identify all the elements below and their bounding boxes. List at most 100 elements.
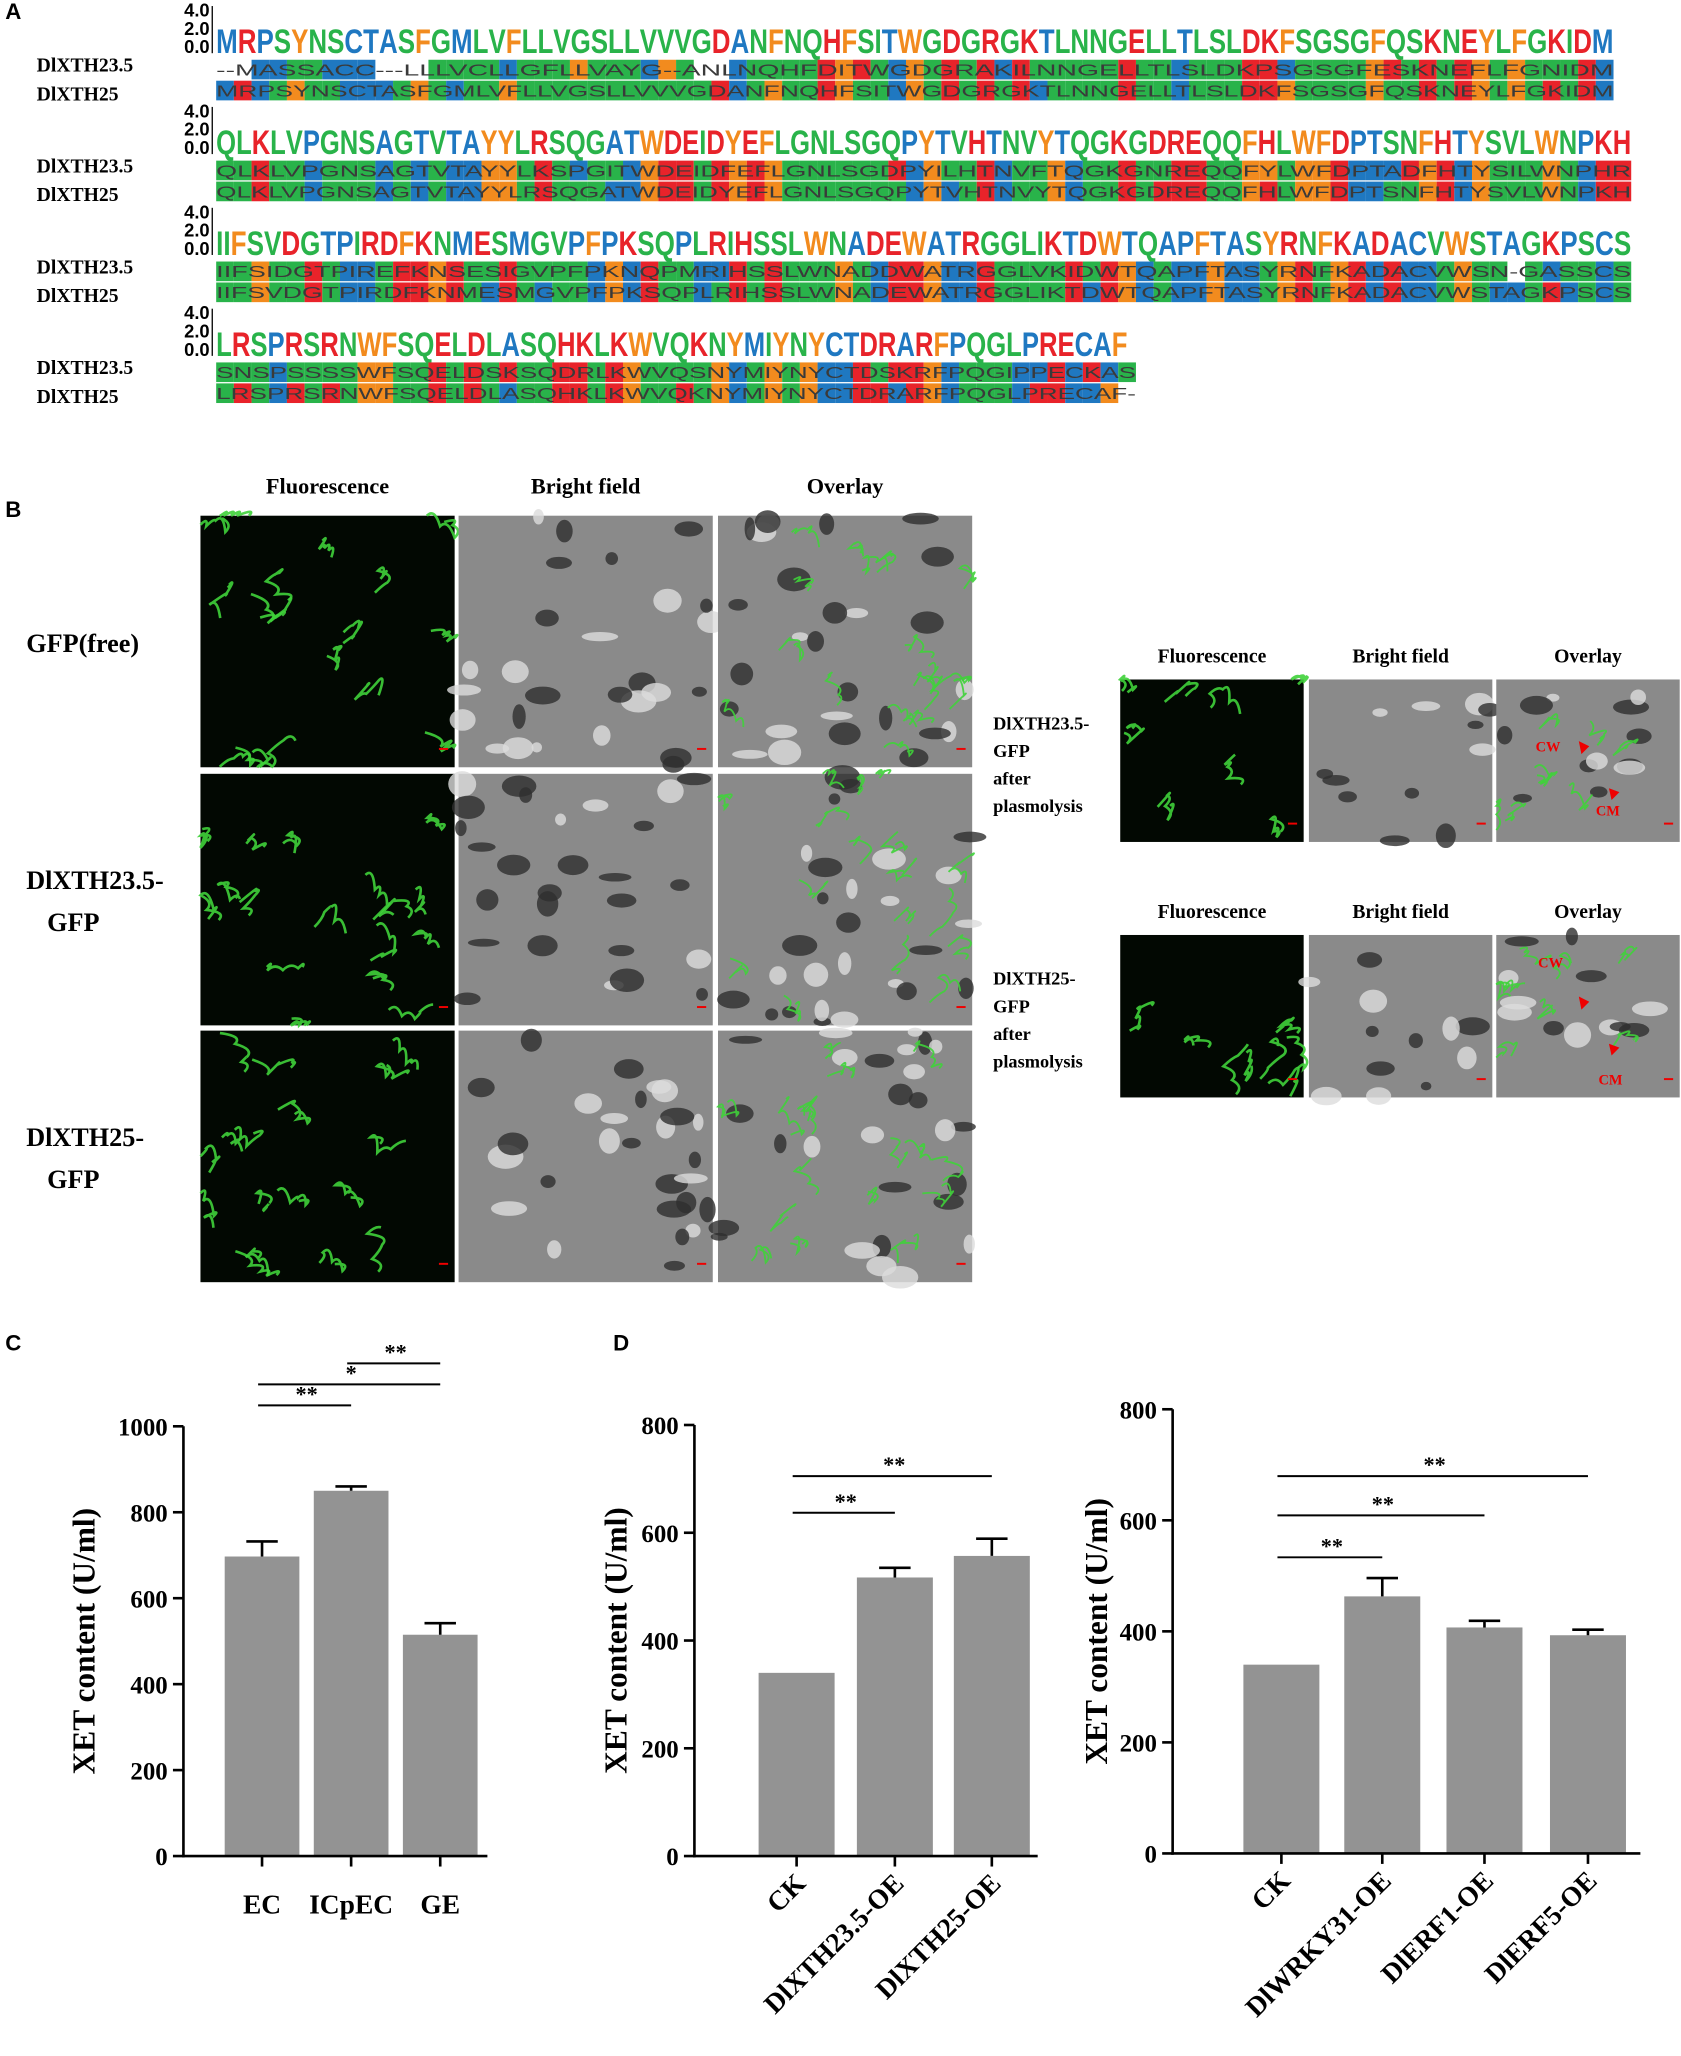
residue-cell xyxy=(1277,261,1296,282)
residue-cell xyxy=(1472,59,1490,80)
residue-cell xyxy=(640,261,659,282)
residue-cell xyxy=(587,181,606,202)
cell-outline xyxy=(1243,1048,1254,1083)
cell-outline xyxy=(912,671,940,711)
residue-cell xyxy=(1472,80,1490,101)
cell-outline xyxy=(792,1157,820,1196)
residue-cell xyxy=(1525,282,1543,303)
sequence: MRPSYNSCTASFGMLVFLLVGSLLVVVGDANFNQHFSITW… xyxy=(216,83,1613,100)
residue-cell xyxy=(782,80,800,101)
x-tick-label: CK xyxy=(760,1867,812,1919)
residue-cell xyxy=(605,282,624,303)
residue-cell xyxy=(676,383,694,404)
cell-outline xyxy=(318,1248,347,1274)
residue-cell xyxy=(304,181,323,202)
residue-cell xyxy=(269,261,287,282)
y-axis-title: XET content (U/ml) xyxy=(598,1507,633,1774)
residue-cell xyxy=(976,59,995,80)
residue-cell xyxy=(1348,160,1366,181)
residue-cell xyxy=(233,362,252,383)
cell-outline xyxy=(826,1061,856,1079)
residue-cell xyxy=(1082,181,1101,202)
cell-shadow xyxy=(535,609,559,627)
residue-cell xyxy=(1312,160,1331,181)
residue-cell xyxy=(623,261,641,282)
cell-outline xyxy=(1183,1035,1212,1049)
cell-shadow xyxy=(1631,1001,1668,1017)
residue-cell xyxy=(1418,80,1437,101)
residue-cell xyxy=(782,59,800,80)
residue-cell xyxy=(216,181,234,202)
cell-shadow xyxy=(1565,927,1578,946)
cell-shadow xyxy=(935,866,962,885)
logo-axis-label: 0.0 xyxy=(184,137,209,158)
cell-shadow xyxy=(1420,1081,1432,1091)
residue-cell xyxy=(1189,181,1207,202)
residue-cell xyxy=(286,80,305,101)
residue-cell xyxy=(304,383,323,404)
cell-outline xyxy=(1612,738,1639,757)
cell-outline xyxy=(777,1096,805,1137)
y-tick-label: 1000 xyxy=(118,1414,168,1441)
cell-shadow xyxy=(581,631,619,642)
residue-cell xyxy=(516,160,535,181)
logo-axis-label: 0.0 xyxy=(184,36,209,57)
residue-cell xyxy=(623,59,641,80)
residue-cell xyxy=(1259,282,1278,303)
cell-shadow xyxy=(1504,936,1539,947)
bar xyxy=(224,1556,300,1857)
residue-cell xyxy=(623,362,641,383)
residue-cell xyxy=(640,383,659,404)
residue-cell xyxy=(1065,59,1083,80)
cell-outline xyxy=(861,552,894,576)
residue-cell xyxy=(1100,59,1119,80)
residue-cell xyxy=(888,362,907,383)
residue-cell xyxy=(1242,160,1260,181)
sequence-logo: QLKLVPGNSAGTVTAYYLRSQGATWDEIDYEFLGNLSGQP… xyxy=(216,124,1631,162)
residue-cell xyxy=(393,362,411,383)
residue-cell xyxy=(1560,160,1579,181)
residue-cell xyxy=(357,261,376,282)
residue-cell xyxy=(463,160,482,181)
cell-outline xyxy=(1617,945,1638,965)
residue-cell xyxy=(1578,282,1596,303)
residue-cell xyxy=(587,383,606,404)
residue-cell xyxy=(852,282,871,303)
cell-outline xyxy=(815,806,850,828)
cell-shadow xyxy=(1435,823,1456,849)
residue-cell xyxy=(587,59,606,80)
cell-outline xyxy=(926,661,943,695)
residue-cell xyxy=(251,160,270,181)
residue-cell xyxy=(286,282,305,303)
residue-cell xyxy=(852,383,871,404)
residue-cell xyxy=(676,160,694,181)
cell-shadow xyxy=(1338,791,1357,803)
residue-cell xyxy=(569,261,588,282)
residue-cell xyxy=(1189,59,1207,80)
residue-cell xyxy=(1047,181,1066,202)
residue-cell xyxy=(693,362,712,383)
residue-cell xyxy=(1383,261,1402,282)
column-header: Bright field xyxy=(1352,901,1449,923)
error-bar xyxy=(1572,1628,1604,1636)
residue-cell xyxy=(658,362,677,383)
cell-outline xyxy=(1610,1030,1639,1050)
residue-cell xyxy=(481,383,500,404)
residue-cell xyxy=(764,181,783,202)
residue-cell xyxy=(1065,383,1083,404)
residue-cell xyxy=(835,181,853,202)
cell-shadow xyxy=(782,935,818,956)
row-label: after xyxy=(993,1024,1031,1044)
residue-cell xyxy=(499,282,517,303)
cell-shadow xyxy=(879,705,893,731)
column-header: Bright field xyxy=(1352,645,1449,667)
residue-cell xyxy=(428,282,447,303)
cell-shadow xyxy=(844,1242,880,1259)
residue-cell xyxy=(764,362,783,383)
residue-cell xyxy=(835,362,853,383)
annotation: CM xyxy=(1598,1072,1622,1088)
residue-cell xyxy=(1312,282,1331,303)
residue-cell xyxy=(959,181,977,202)
residue-cell xyxy=(499,261,517,282)
residue-cell xyxy=(640,181,659,202)
